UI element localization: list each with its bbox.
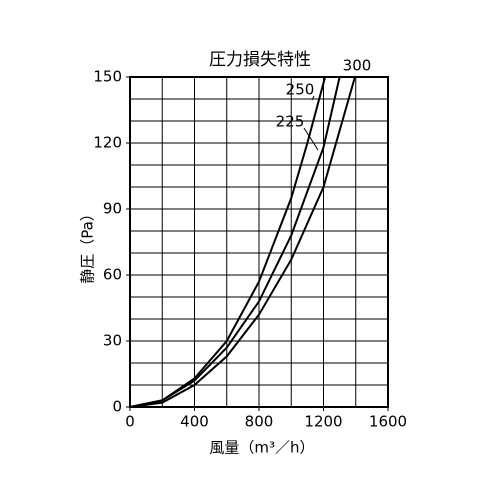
- series-label: 225: [276, 113, 305, 131]
- curve: [129, 76, 356, 408]
- x-tick-label: 400: [180, 413, 209, 431]
- y-tick-label: 90: [103, 200, 122, 218]
- y-tick-label: 150: [93, 68, 122, 86]
- y-tick-label: 60: [103, 266, 122, 284]
- x-axis-label: 風量（m³／h）: [209, 439, 314, 457]
- y-tick-label: 30: [103, 332, 122, 350]
- x-tick-label: 1200: [304, 413, 342, 431]
- y-tick-label: 0: [112, 398, 122, 416]
- y-axis-label: 静圧（Pa）: [79, 206, 97, 284]
- curve: [129, 76, 341, 408]
- chart-title: 圧力損失特性: [209, 50, 311, 70]
- leader-line: [311, 95, 315, 101]
- x-tick-label: 800: [245, 413, 274, 431]
- x-tick-label: 1600: [369, 413, 407, 431]
- leader-line: [303, 127, 319, 151]
- series-label: 300: [343, 57, 372, 75]
- series-label: 250: [286, 81, 315, 99]
- y-tick-label: 120: [93, 134, 122, 152]
- x-tick-label: 0: [125, 413, 135, 431]
